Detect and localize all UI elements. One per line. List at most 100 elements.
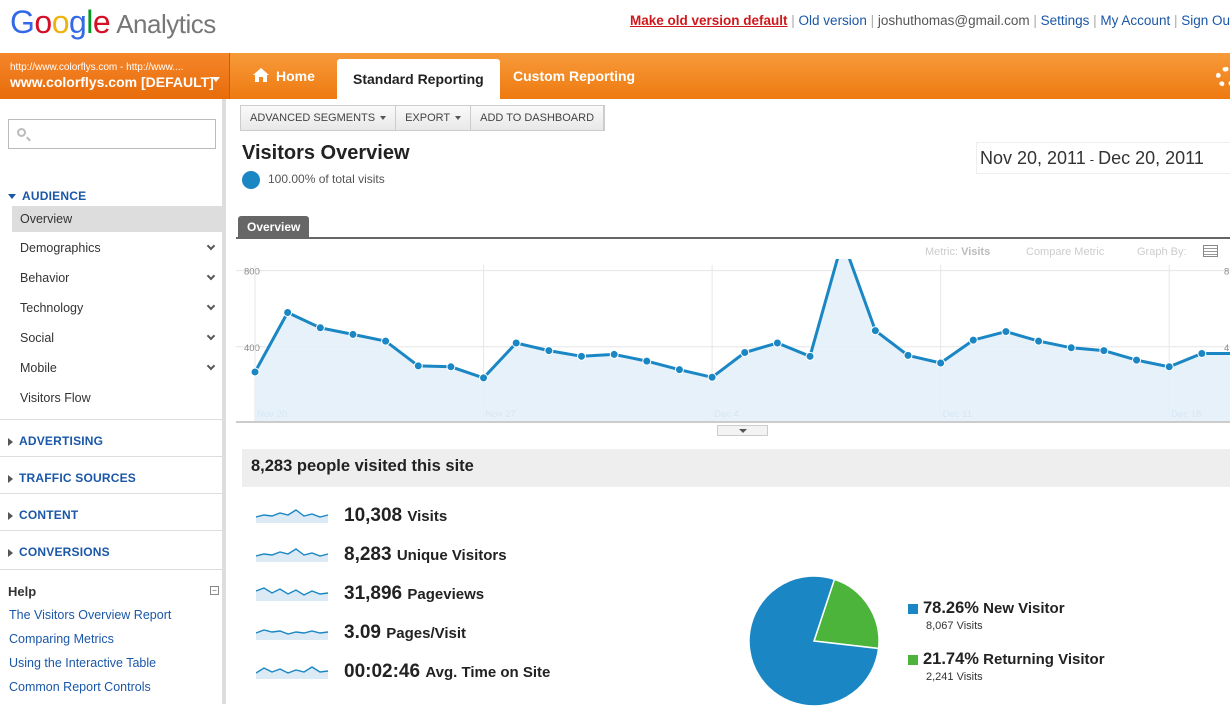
data-point bbox=[1164, 362, 1174, 372]
divider bbox=[0, 530, 222, 531]
sidebar-section-audience[interactable]: AUDIENCE bbox=[8, 189, 86, 203]
data-point bbox=[805, 351, 815, 361]
data-point bbox=[674, 365, 684, 375]
y-tick-label: 400 bbox=[244, 343, 260, 354]
my-account-link[interactable]: My Account bbox=[1100, 13, 1171, 28]
sidebar-section-advertising[interactable]: ADVERTISING bbox=[8, 434, 103, 448]
metric-row[interactable]: 00:02:46 Avg. Time on Site bbox=[256, 659, 616, 689]
sidebar-item-technology[interactable]: Technology bbox=[12, 295, 222, 321]
data-point bbox=[381, 336, 391, 346]
sidebar-item-overview[interactable]: Overview bbox=[12, 206, 222, 232]
make-old-version-default-link[interactable]: Make old version default bbox=[629, 13, 788, 28]
metric-row[interactable]: 8,283 Unique Visitors bbox=[256, 542, 616, 572]
data-point bbox=[870, 326, 880, 336]
settings-link[interactable]: Settings bbox=[1040, 13, 1090, 28]
help-link[interactable]: Using the Interactive Table bbox=[9, 656, 157, 670]
data-point bbox=[1197, 348, 1207, 358]
metric-row[interactable]: 31,896 Pageviews bbox=[256, 581, 616, 611]
triangle-right-icon bbox=[8, 511, 13, 520]
data-point bbox=[413, 361, 423, 371]
metric-value: 3.09 bbox=[344, 622, 381, 643]
data-point bbox=[936, 358, 946, 368]
metric-label: Pages/Visit bbox=[386, 625, 467, 642]
summary-bar: 8,283 people visited this site bbox=[242, 449, 1230, 487]
divider bbox=[0, 493, 222, 494]
account-profile: www.colorflys.com [DEFAULT] bbox=[10, 74, 214, 90]
data-point bbox=[315, 323, 325, 333]
sidebar-item-social[interactable]: Social bbox=[12, 325, 222, 351]
account-selector[interactable]: http://www.colorflys.com - http://www...… bbox=[0, 53, 230, 99]
help-title: Help bbox=[8, 584, 37, 599]
tab-home-label: Home bbox=[276, 68, 315, 84]
data-point bbox=[1132, 355, 1142, 365]
metric-value: 8,283 bbox=[344, 544, 392, 565]
old-version-link[interactable]: Old version bbox=[798, 13, 867, 28]
summary-headline: 8,283 people visited this site bbox=[251, 457, 474, 475]
export-button[interactable]: EXPORT bbox=[396, 106, 472, 130]
visits-line-chart[interactable]: 40048008Nov 20Nov 27Dec 4Dec 11Dec 18 bbox=[236, 259, 1230, 423]
chevron-down-icon bbox=[206, 301, 216, 311]
sidebar-item-visitors-flow[interactable]: Visitors Flow bbox=[20, 391, 91, 405]
date-range-picker[interactable]: Nov 20, 2011- Dec 20, 2011 bbox=[976, 142, 1230, 174]
tab-overview[interactable]: Overview bbox=[238, 216, 310, 238]
collapse-icon[interactable]: − bbox=[210, 586, 219, 595]
data-point bbox=[348, 329, 358, 339]
main-content: ADVANCED SEGMENTS EXPORT ADD TO DASHBOAR… bbox=[230, 99, 1230, 707]
main-nav-bar: http://www.colorflys.com - http://www...… bbox=[0, 53, 1230, 99]
chart-resize-handle[interactable] bbox=[717, 425, 768, 436]
sidebar-section-traffic-sources[interactable]: TRAFFIC SOURCES bbox=[8, 471, 136, 485]
sidebar-item-mobile[interactable]: Mobile bbox=[12, 355, 222, 381]
pie-slice[interactable] bbox=[748, 575, 880, 707]
metric-row[interactable]: 10,308 Visits bbox=[256, 503, 616, 533]
compare-metric-button[interactable]: Compare Metric bbox=[1026, 246, 1105, 258]
help-link[interactable]: Comparing Metrics bbox=[9, 632, 114, 646]
triangle-down-icon bbox=[8, 194, 16, 200]
triangle-right-icon bbox=[8, 548, 13, 557]
sidebar-item-behavior[interactable]: Behavior bbox=[12, 265, 222, 291]
triangle-right-icon bbox=[8, 474, 13, 483]
metric-value: 10,308 bbox=[344, 505, 403, 526]
y-tick-label: 800 bbox=[244, 267, 260, 278]
sparkline-icon bbox=[256, 587, 329, 601]
caret-down-icon bbox=[380, 116, 387, 121]
metric-selector[interactable]: Metric: Visits bbox=[925, 246, 991, 258]
visitor-type-pie-chart[interactable] bbox=[748, 575, 880, 707]
metric-label: Visits bbox=[407, 508, 448, 525]
help-link[interactable]: Common Report Controls bbox=[9, 680, 151, 694]
data-point bbox=[511, 338, 521, 348]
sidebar-section-conversions[interactable]: CONVERSIONS bbox=[8, 545, 110, 559]
metric-label: Unique Visitors bbox=[396, 547, 507, 564]
tab-home[interactable]: Home bbox=[236, 53, 331, 99]
tab-standard-reporting[interactable]: Standard Reporting bbox=[337, 59, 500, 99]
legend-new-visitor: 78.26% New Visitor 8,067 Visits bbox=[908, 599, 1065, 632]
sign-out-link[interactable]: Sign Ou bbox=[1181, 13, 1230, 28]
gear-icon[interactable] bbox=[1216, 67, 1230, 87]
y-right-tick-label: 4 bbox=[1224, 343, 1229, 354]
advanced-segments-button[interactable]: ADVANCED SEGMENTS bbox=[241, 106, 397, 130]
google-analytics-logo[interactable]: Google Analytics bbox=[10, 4, 216, 40]
metric-row[interactable]: 3.09 Pages/Visit bbox=[256, 620, 616, 650]
data-point bbox=[479, 373, 489, 383]
home-icon bbox=[253, 68, 269, 82]
data-point bbox=[642, 356, 652, 366]
sidebar-item-demographics[interactable]: Demographics bbox=[12, 235, 222, 261]
search-icon bbox=[17, 128, 26, 137]
chevron-down-icon bbox=[206, 241, 216, 251]
data-point bbox=[1099, 346, 1109, 356]
add-to-dashboard-button[interactable]: ADD TO DASHBOARD bbox=[471, 106, 605, 130]
total-visits-percent: 100.00% of total visits bbox=[242, 171, 385, 189]
metric-value: 00:02:46 bbox=[344, 661, 421, 682]
graph-by-icon[interactable] bbox=[1203, 245, 1218, 257]
data-point bbox=[609, 349, 619, 359]
metric-label: Avg. Time on Site bbox=[425, 664, 551, 681]
metric-value: 31,896 bbox=[344, 583, 403, 604]
sidebar-section-content[interactable]: CONTENT bbox=[8, 508, 78, 522]
pie-slice[interactable] bbox=[812, 578, 880, 650]
search-input[interactable] bbox=[8, 119, 216, 149]
pie-segment-icon bbox=[242, 171, 260, 189]
help-link[interactable]: The Visitors Overview Report bbox=[9, 608, 172, 622]
legend-sub: 2,241 Visits bbox=[926, 671, 983, 683]
sidebar: AUDIENCE Overview Demographics Behavior … bbox=[0, 99, 226, 704]
tab-custom-reporting[interactable]: Custom Reporting bbox=[513, 68, 636, 84]
chevron-down-icon bbox=[206, 331, 216, 341]
